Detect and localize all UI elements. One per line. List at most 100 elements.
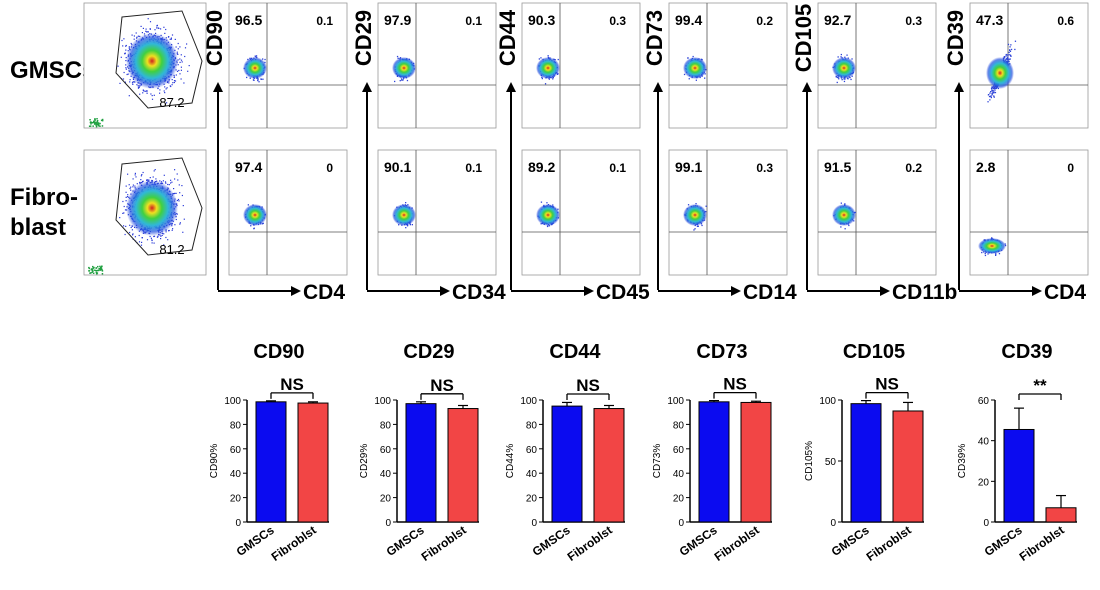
event-dot	[557, 58, 559, 61]
event-dot	[123, 38, 125, 40]
debris-dot	[98, 268, 100, 270]
density-core	[126, 180, 178, 236]
event-dot	[124, 53, 126, 55]
quadrant-ul-value: 96.5	[235, 12, 262, 28]
quadrant-ur-value: 0.2	[905, 161, 922, 175]
y-marker-label: CD44	[495, 9, 520, 66]
event-dot	[704, 77, 706, 79]
quadrant-ur-value: 0.1	[316, 14, 333, 28]
event-dot	[129, 79, 131, 81]
debris-dot	[92, 125, 94, 127]
event-dot	[158, 27, 160, 29]
event-dot	[127, 194, 129, 196]
event-dot	[128, 95, 130, 97]
gate-polygon	[115, 157, 203, 256]
event-dot	[165, 182, 167, 184]
event-dot	[129, 187, 131, 190]
event-dot	[133, 35, 135, 37]
event-dot	[406, 225, 409, 227]
event-dot	[987, 94, 990, 96]
event-dot	[132, 234, 134, 236]
debris-dot	[88, 267, 91, 270]
debris-dot	[91, 122, 94, 124]
event-dot	[140, 25, 142, 27]
debris-dot	[100, 268, 103, 270]
event-dot	[126, 73, 128, 76]
event-dot	[168, 82, 170, 84]
event-dot	[132, 186, 134, 188]
quadrant-ul-value: 90.3	[528, 12, 555, 28]
debris-dot	[97, 269, 100, 272]
event-dot	[151, 98, 154, 100]
event-dot	[249, 77, 251, 79]
debris-dot	[88, 270, 90, 272]
event-dot	[123, 71, 125, 74]
y-marker-label: CD73	[642, 10, 667, 66]
event-dot	[253, 227, 255, 229]
event-dot	[153, 170, 155, 172]
event-dot	[181, 185, 183, 187]
event-dot	[128, 184, 130, 186]
event-dot	[1009, 54, 1011, 56]
event-dot	[172, 228, 174, 230]
event-dot	[141, 241, 143, 243]
debris-dot	[93, 123, 96, 125]
event-dot	[179, 46, 181, 48]
event-dot	[179, 192, 181, 194]
event-dot	[150, 237, 152, 239]
event-dot	[1014, 48, 1016, 51]
event-dot	[177, 53, 179, 55]
event-dot	[123, 212, 125, 214]
event-dot	[136, 183, 138, 185]
quadrant-ul-value: 97.9	[384, 12, 411, 28]
event-dot	[124, 233, 126, 236]
event-dot	[253, 79, 255, 81]
event-dot	[546, 225, 549, 228]
event-dot	[137, 35, 139, 37]
event-dot	[168, 184, 170, 186]
event-dot	[693, 229, 695, 231]
event-dot	[131, 82, 134, 84]
debris-dot	[97, 123, 100, 125]
event-dot	[1006, 54, 1008, 56]
event-dot	[1010, 55, 1012, 57]
event-dot	[180, 59, 183, 61]
debris-dot	[90, 121, 93, 124]
event-dot	[174, 169, 176, 171]
event-dot	[163, 26, 165, 28]
event-dot	[167, 183, 169, 186]
event-dot	[125, 49, 127, 51]
event-dot	[1010, 54, 1012, 57]
event-dot	[994, 87, 996, 89]
event-dot	[705, 205, 707, 207]
event-dot	[167, 36, 170, 38]
event-dot	[991, 93, 993, 95]
event-dot	[254, 55, 256, 57]
event-dot	[146, 90, 148, 92]
event-dot	[170, 37, 172, 39]
event-dot	[841, 79, 843, 81]
event-dot	[166, 87, 168, 89]
event-dot	[1007, 58, 1009, 60]
event-dot	[178, 200, 180, 202]
event-dot	[175, 74, 177, 76]
event-dot	[173, 188, 175, 190]
event-dot	[394, 80, 396, 83]
event-dot	[843, 80, 846, 83]
event-dot	[990, 91, 992, 93]
event-dot	[991, 94, 993, 96]
event-dot	[153, 235, 155, 238]
debris-dot	[95, 267, 97, 269]
event-dot	[991, 90, 993, 92]
event-dot	[148, 179, 150, 181]
event-dot	[142, 27, 144, 29]
event-dot	[177, 48, 179, 50]
event-dot	[991, 237, 993, 239]
event-dot	[165, 88, 167, 90]
event-dot	[142, 180, 144, 182]
row-label: GMSCs	[10, 57, 95, 84]
debris-dot	[95, 125, 98, 128]
event-dot	[160, 28, 162, 30]
event-dot	[131, 229, 133, 231]
event-dot	[122, 45, 124, 47]
